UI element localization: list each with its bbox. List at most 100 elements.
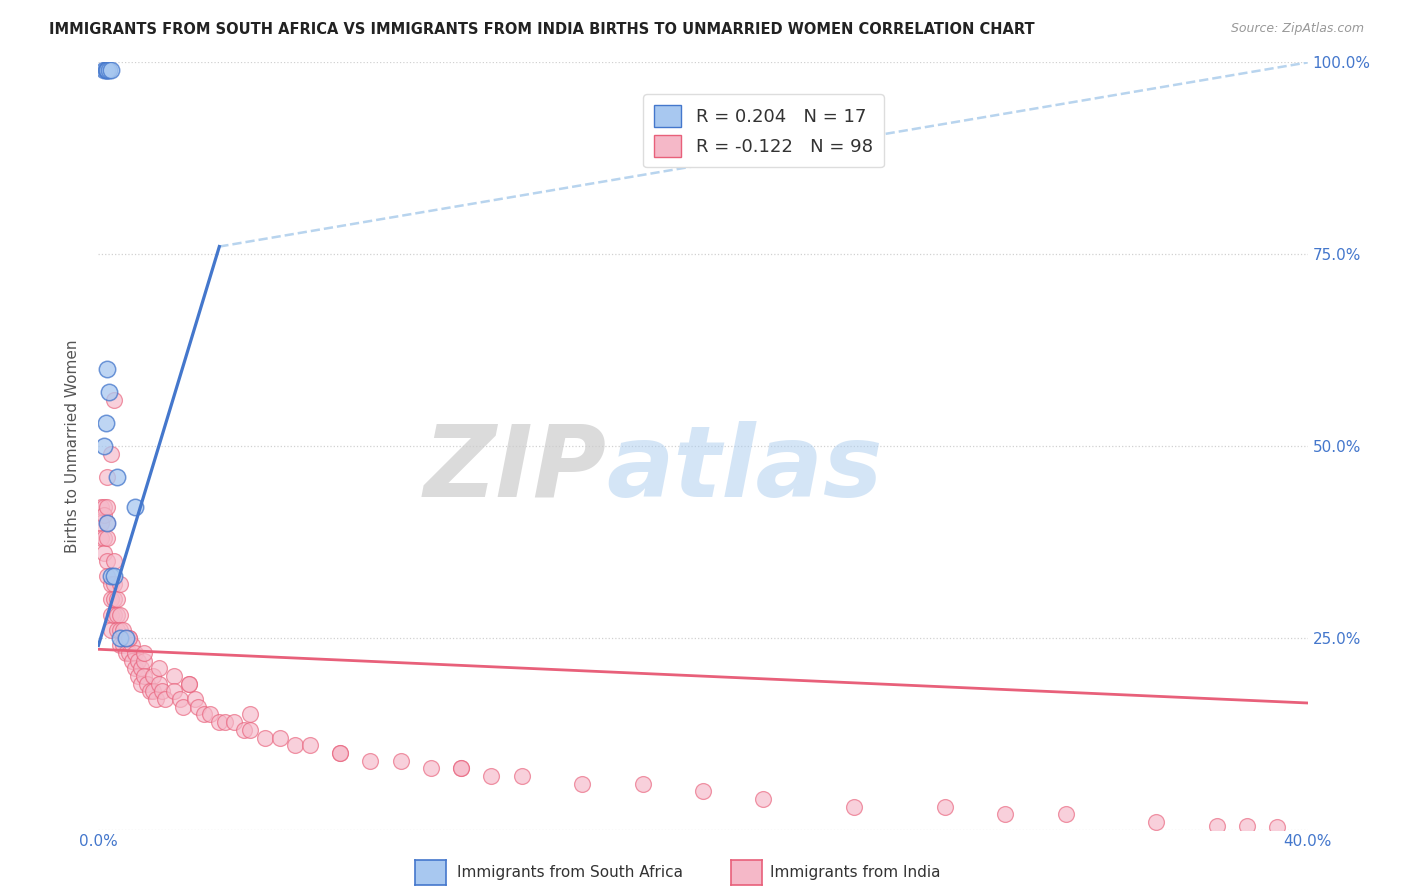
Point	[118, 646, 141, 660]
Point	[214, 715, 236, 730]
Point	[118, 631, 141, 645]
Point	[1144, 814, 1167, 829]
Point	[111, 623, 134, 637]
Text: Immigrants from South Africa: Immigrants from South Africa	[457, 865, 683, 880]
Point	[103, 607, 125, 622]
Point	[114, 631, 136, 645]
Point	[121, 654, 143, 668]
Point	[98, 385, 121, 400]
Point	[103, 592, 125, 607]
Point	[200, 707, 222, 722]
Point	[172, 699, 194, 714]
Point	[90, 500, 112, 515]
Point	[96, 63, 118, 78]
Point	[108, 607, 131, 622]
Point	[142, 684, 165, 698]
Point	[111, 639, 134, 653]
Point	[224, 715, 246, 730]
Point	[96, 569, 118, 583]
Point	[450, 761, 472, 775]
Point	[844, 799, 866, 814]
Point	[90, 516, 112, 530]
Point	[163, 669, 186, 683]
Point	[208, 715, 231, 730]
Point	[752, 792, 775, 806]
Point	[96, 500, 118, 515]
Point	[93, 500, 115, 515]
Point	[129, 677, 152, 691]
Point	[150, 684, 173, 698]
Point	[253, 731, 276, 745]
Point	[124, 646, 146, 660]
Text: Source: ZipAtlas.com: Source: ZipAtlas.com	[1230, 22, 1364, 36]
Point	[98, 63, 121, 78]
Legend: R = 0.204   N = 17, R = -0.122   N = 98: R = 0.204 N = 17, R = -0.122 N = 98	[644, 95, 883, 168]
Point	[329, 746, 352, 760]
Point	[124, 500, 146, 515]
Point	[93, 439, 115, 453]
Text: atlas: atlas	[606, 420, 883, 517]
Point	[139, 684, 162, 698]
Point	[105, 592, 128, 607]
Point	[239, 707, 262, 722]
Point	[100, 577, 122, 591]
Point	[481, 769, 503, 783]
Text: Immigrants from India: Immigrants from India	[770, 865, 941, 880]
Point	[114, 631, 136, 645]
Point	[108, 631, 131, 645]
Point	[132, 646, 155, 660]
Point	[179, 677, 201, 691]
Point	[105, 469, 128, 483]
Point	[1206, 819, 1229, 833]
Point	[108, 623, 131, 637]
Point	[389, 754, 412, 768]
Point	[93, 63, 115, 78]
Point	[239, 723, 262, 737]
Point	[94, 63, 117, 78]
Point	[96, 516, 118, 530]
Point	[145, 692, 167, 706]
Point	[187, 699, 209, 714]
Point	[232, 723, 254, 737]
Point	[103, 577, 125, 591]
Point	[1267, 820, 1289, 834]
Point	[96, 362, 118, 376]
Point	[124, 661, 146, 675]
Point	[1236, 819, 1258, 833]
Point	[103, 569, 125, 583]
Point	[148, 661, 170, 675]
Point	[108, 639, 131, 653]
Point	[118, 631, 141, 645]
Point	[994, 807, 1017, 822]
Point	[96, 554, 118, 568]
Point	[103, 554, 125, 568]
Point	[121, 639, 143, 653]
Point	[360, 754, 382, 768]
Point	[100, 63, 122, 78]
Point	[103, 392, 125, 407]
Point	[127, 654, 149, 668]
Point	[114, 646, 136, 660]
Point	[631, 776, 654, 790]
Point	[100, 447, 122, 461]
Point	[132, 654, 155, 668]
Point	[163, 684, 186, 698]
Point	[135, 677, 157, 691]
Point	[269, 731, 291, 745]
Point	[100, 607, 122, 622]
Text: ZIP: ZIP	[423, 420, 606, 517]
Point	[93, 546, 115, 560]
Point	[108, 577, 131, 591]
Point	[96, 63, 118, 78]
Point	[96, 516, 118, 530]
Point	[100, 592, 122, 607]
Point	[420, 761, 443, 775]
Point	[105, 623, 128, 637]
Point	[284, 738, 307, 752]
Y-axis label: Births to Unmarried Women: Births to Unmarried Women	[65, 339, 80, 553]
Point	[153, 692, 176, 706]
Point	[299, 738, 322, 752]
Point	[127, 669, 149, 683]
Point	[571, 776, 593, 790]
Point	[1054, 807, 1077, 822]
